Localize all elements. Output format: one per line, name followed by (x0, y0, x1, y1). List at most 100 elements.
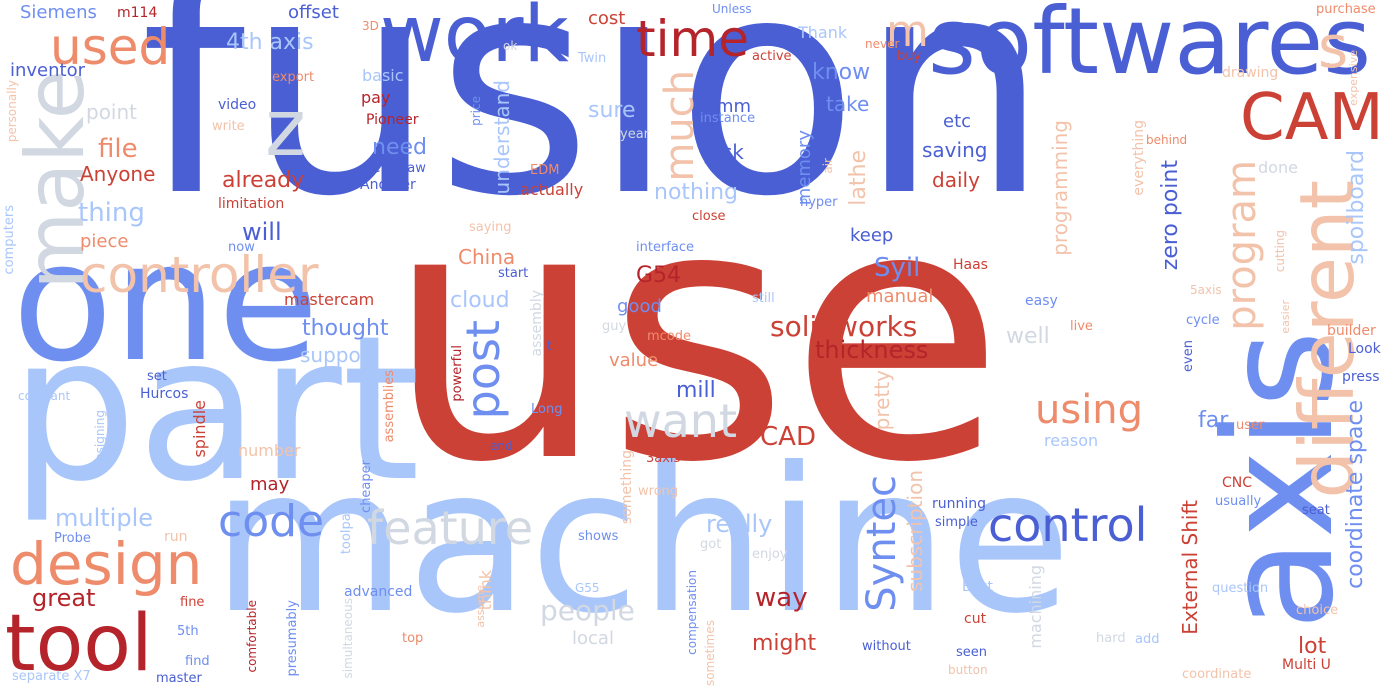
word: enjoy (752, 547, 788, 562)
word: machine (212, 425, 1072, 658)
word: program (1219, 160, 1265, 331)
word: active (752, 49, 792, 64)
word: offset (288, 2, 339, 23)
word: computers (2, 205, 17, 275)
word: cost (588, 8, 626, 29)
word: G54 (636, 263, 682, 288)
word: start (498, 266, 529, 281)
word: Thank (798, 23, 848, 42)
word: coordinate space (1343, 400, 1368, 589)
word: Syntec (859, 475, 905, 612)
word: fusion (140, 0, 1050, 262)
word: understand (490, 80, 514, 195)
word: may (250, 474, 290, 495)
word: people (540, 594, 635, 627)
word: find (185, 654, 210, 669)
word: separate X7 (12, 669, 91, 684)
word: limitation (218, 196, 285, 212)
word: memory (794, 130, 815, 206)
word: one (12, 206, 320, 398)
word: wrong (638, 484, 679, 499)
word: Haas (953, 257, 988, 273)
word: Probe (54, 531, 91, 546)
word: zero point (1158, 160, 1183, 271)
word: usually (1215, 494, 1262, 509)
word: thought (302, 316, 389, 341)
word: sometimes (703, 620, 717, 687)
word: used (50, 18, 171, 76)
word: Pioneer (366, 112, 419, 128)
word: way (755, 583, 808, 613)
word: time (636, 10, 749, 68)
word: mcode (647, 329, 692, 344)
word: close (692, 209, 726, 224)
word: everything (1131, 120, 1147, 196)
word: take (826, 92, 870, 116)
word: saving (922, 138, 988, 162)
word: 3D (362, 19, 379, 33)
word: fine (180, 595, 205, 610)
word: year (620, 127, 650, 142)
word: local (572, 628, 614, 649)
word: easier (1279, 300, 1292, 334)
word: shows (578, 529, 619, 544)
word: might (752, 631, 817, 656)
word: hyper (800, 195, 838, 210)
word: set (147, 369, 167, 384)
word: control (988, 498, 1148, 552)
word: presumably (285, 600, 300, 677)
word: 5th (177, 624, 199, 639)
word: keep (850, 225, 894, 246)
word: even (1181, 340, 1196, 372)
word: pay (361, 88, 391, 107)
word: compensation (685, 570, 699, 655)
word: well (1006, 324, 1050, 349)
word: comfortable (245, 600, 259, 673)
word: part (10, 293, 421, 526)
word: easy (1025, 293, 1058, 309)
word: toolpath (339, 500, 354, 555)
word: will (242, 218, 282, 246)
word: Long (531, 402, 563, 417)
word: file (98, 134, 138, 164)
word: assembly (529, 290, 545, 357)
word: still (752, 291, 775, 306)
word: sure (588, 98, 636, 123)
word: designing (93, 410, 107, 469)
word: inventor (10, 60, 86, 81)
word: price (469, 96, 483, 126)
word: subscription (903, 470, 927, 592)
word: instance (700, 111, 756, 126)
word: post (456, 320, 510, 420)
word: export (272, 70, 315, 85)
word: G55 (575, 581, 600, 595)
word: EDM (530, 163, 560, 178)
word: great (32, 584, 96, 612)
word: number (238, 441, 301, 460)
word: purchase (1316, 2, 1376, 17)
word: using (1035, 387, 1144, 433)
word: interface (636, 240, 694, 255)
word: Siemens (20, 2, 97, 23)
word: cheaper (359, 460, 374, 513)
word: hard (1096, 631, 1126, 646)
word: top (402, 631, 424, 646)
word: end (490, 439, 513, 453)
word: piece (80, 231, 129, 252)
word: mastercam (284, 290, 375, 309)
word: m (886, 6, 929, 57)
word: code (218, 496, 325, 547)
word: basic (362, 66, 404, 85)
word: Best (962, 579, 994, 595)
word: manual (866, 286, 934, 307)
word: reason (1044, 431, 1099, 450)
word: Multi U (1282, 657, 1331, 673)
word: without (862, 639, 911, 654)
word: solidworks (770, 310, 918, 343)
word: etc (943, 111, 972, 132)
word: nothing (654, 180, 738, 205)
word: personally (5, 80, 19, 143)
word: master (156, 671, 202, 686)
word: machining (1026, 565, 1045, 649)
word: video (218, 97, 257, 113)
